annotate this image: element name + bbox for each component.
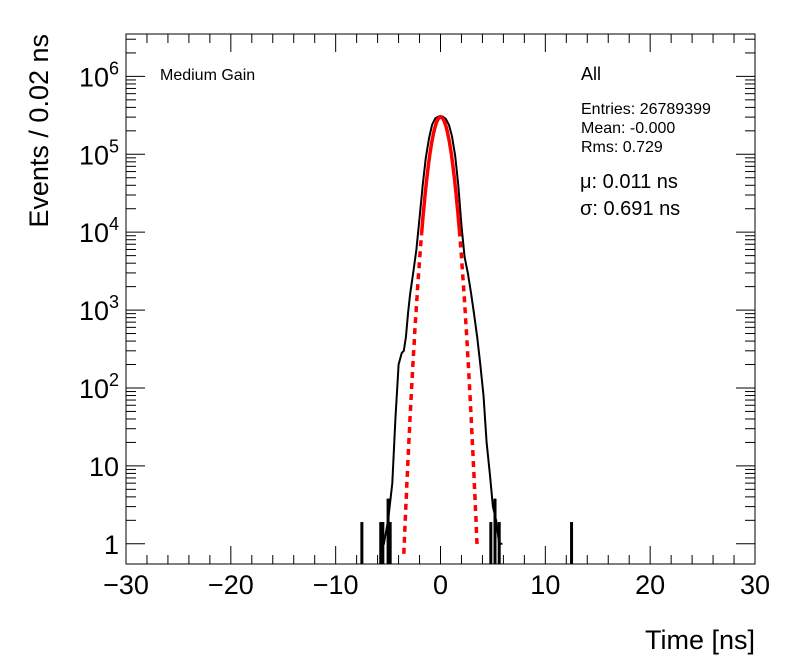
spike-bar bbox=[489, 522, 493, 564]
spike-bar bbox=[388, 522, 392, 564]
x-tick-label: −10 bbox=[313, 570, 359, 600]
x-tick-labels: −30 −20 −10 0 10 20 30 bbox=[103, 570, 770, 600]
y-tick-label: 106 bbox=[79, 58, 119, 92]
spike-bar bbox=[493, 498, 497, 564]
spike-bar bbox=[570, 522, 574, 564]
spike-bar bbox=[386, 498, 390, 564]
stats-mean: Mean: -0.000 bbox=[581, 120, 675, 137]
series-data-histogram bbox=[379, 114, 503, 545]
series-gaussian-fit-dashed-right bbox=[457, 230, 479, 549]
stats-rms: Rms: 0.729 bbox=[581, 139, 663, 156]
stats-entries: Entries: 26789399 bbox=[581, 101, 711, 118]
y-tick-label: 10 bbox=[89, 452, 119, 482]
x-tick-label: 0 bbox=[433, 570, 448, 600]
fit-mu: μ: 0.011 ns bbox=[580, 171, 678, 193]
axis-ticks bbox=[125, 34, 756, 564]
x-tick-label: −20 bbox=[208, 570, 254, 600]
x-axis-label: Time [ns] bbox=[645, 625, 755, 655]
y-tick-label: 102 bbox=[79, 370, 119, 404]
x-tick-label: 10 bbox=[530, 570, 560, 600]
y-axis-label: Events / 0.02 ns bbox=[24, 34, 54, 228]
x-tick-label: −30 bbox=[103, 570, 149, 600]
series-gaussian-fit-solid bbox=[419, 115, 462, 234]
y-tick-label: 1 bbox=[104, 530, 119, 560]
outlier-spikes bbox=[360, 498, 574, 564]
fit-sigma: σ: 0.691 ns bbox=[580, 198, 680, 220]
x-tick-label: 20 bbox=[635, 570, 665, 600]
y-tick-label: 104 bbox=[79, 214, 119, 248]
gain-label: Medium Gain bbox=[160, 67, 255, 84]
selection-label: All bbox=[581, 64, 601, 84]
x-tick-label: 30 bbox=[740, 570, 770, 600]
spike-bar bbox=[360, 522, 364, 564]
y-tick-label: 103 bbox=[79, 292, 119, 326]
y-tick-labels: 1 10 102 103 104 105 106 bbox=[79, 58, 119, 559]
series-gaussian-fit-dashed-left bbox=[402, 233, 424, 554]
y-tick-label: 105 bbox=[79, 136, 119, 170]
